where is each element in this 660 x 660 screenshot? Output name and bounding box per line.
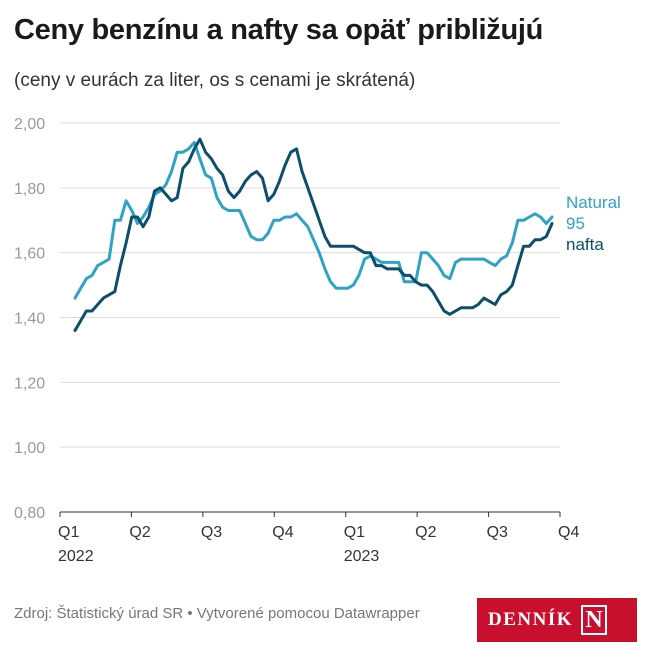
- chart-title: Ceny benzínu a nafty sa opäť približujú: [14, 14, 544, 46]
- x-tick-label: Q1: [344, 524, 365, 541]
- series-label-0: 95: [566, 214, 585, 233]
- source-note: Zdroj: Štatistický úrad SR • Vytvorené p…: [14, 605, 420, 622]
- y-tick-label: 1,80: [14, 181, 45, 198]
- x-axis: Q1 2022 Q2 Q3 Q4 Q1 2023 Q2 Q3 Q4: [58, 512, 579, 565]
- series-label-0: Natural: [566, 193, 621, 212]
- x-tick-label: Q3: [487, 524, 508, 541]
- x-tick-label: Q1: [58, 524, 79, 541]
- x-tick-year: 2023: [344, 548, 380, 565]
- chart-subtitle: (ceny v eurách za liter, os s cenami je …: [14, 70, 416, 91]
- y-tick-label: 1,60: [14, 246, 45, 263]
- x-tick-year: 2022: [58, 548, 94, 565]
- y-tick-label: 1,20: [14, 375, 45, 392]
- y-tick-label: 2,00: [14, 116, 45, 133]
- x-tick-label: Q4: [272, 524, 293, 541]
- logo-n-mark: N: [581, 605, 608, 635]
- grid-lines: [60, 122, 560, 513]
- x-tick-label: Q3: [201, 524, 222, 541]
- x-tick-label: Q4: [558, 524, 579, 541]
- series-lines: [73, 137, 554, 332]
- series-line-1: [73, 137, 554, 332]
- y-tick-label: 0,80: [14, 505, 45, 522]
- x-tick-label: Q2: [415, 524, 436, 541]
- series-label-1: nafta: [566, 235, 604, 254]
- logo-wordmark: DENNÍK: [488, 609, 574, 630]
- dennik-n-logo[interactable]: DENNÍK N: [477, 598, 637, 642]
- x-tick-label: Q2: [129, 524, 150, 541]
- y-tick-label: 1,40: [14, 311, 45, 328]
- y-tick-label: 1,00: [14, 440, 45, 457]
- series-labels: Natural 95 nafta: [566, 193, 621, 254]
- y-axis: 2,00 1,80 1,60 1,40 1,20 1,00 0,80: [14, 116, 45, 522]
